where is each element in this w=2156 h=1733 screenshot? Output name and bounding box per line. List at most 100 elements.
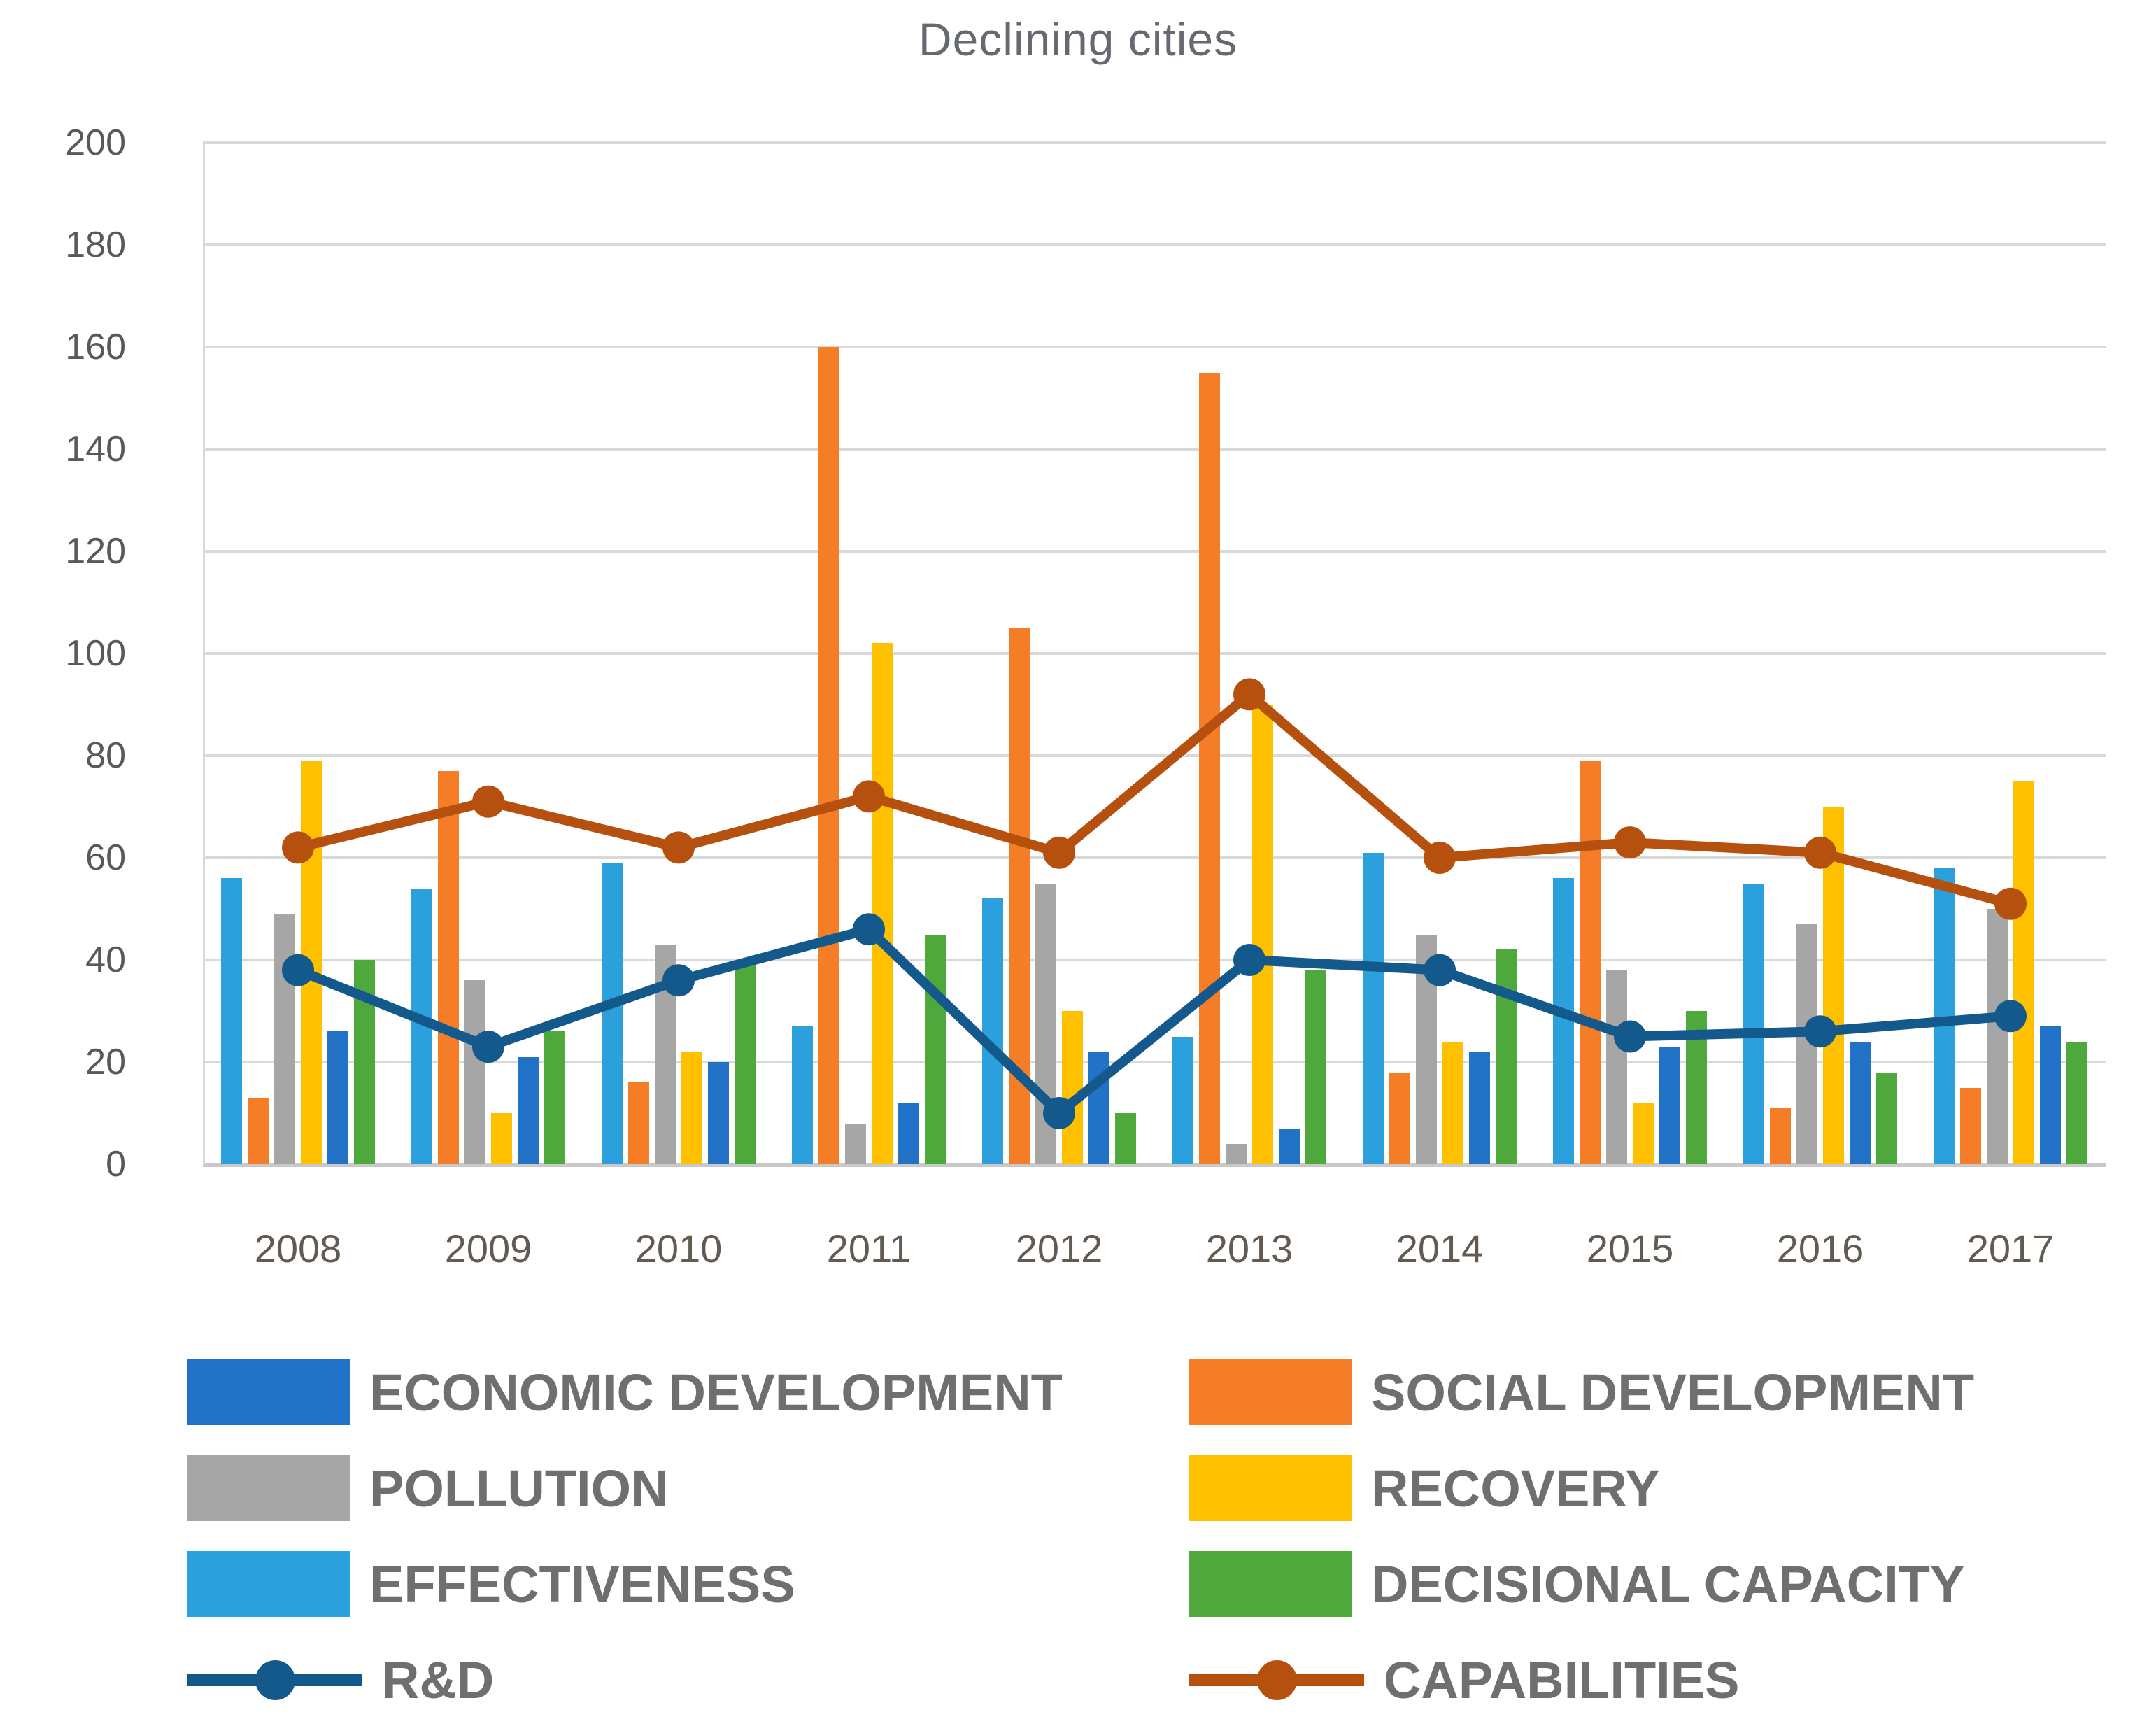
bar-economic-development-2017 [2040, 1026, 2061, 1164]
chart-title: Declining cities [918, 13, 1238, 65]
y-tick-label: 140 [65, 429, 126, 469]
y-tick-label: 160 [65, 327, 126, 367]
legend-label: DECISIONAL CAPACITY [1371, 1555, 1965, 1613]
legend-swatch-icon [1189, 1551, 1352, 1617]
legend-label: EFFECTIVENESS [369, 1555, 795, 1613]
bar-social-development-2013 [1199, 372, 1220, 1164]
bar-effectiveness-2016 [1743, 883, 1764, 1164]
legend-dot-icon [255, 1660, 295, 1700]
bar-recovery-2010 [681, 1052, 702, 1164]
legend-label: CAPABILITIES [1384, 1650, 1740, 1709]
bar-pollution-2009 [464, 980, 485, 1164]
bar-economic-development-2009 [518, 1056, 539, 1164]
y-tick-label: 40 [85, 940, 126, 980]
bar-social-development-2014 [1389, 1072, 1410, 1164]
bar-pollution-2008 [274, 914, 295, 1164]
bar-recovery-2008 [301, 761, 322, 1164]
bar-economic-development-2011 [898, 1103, 919, 1164]
legend-label: ECONOMIC DEVELOPMENT [369, 1363, 1063, 1422]
x-tick-label: 2014 [1396, 1226, 1484, 1271]
line-marker [1043, 836, 1075, 869]
legend-swatch-icon [187, 1551, 350, 1617]
bar-decisional-capacity-2016 [1876, 1072, 1897, 1164]
y-tick-label: 180 [65, 225, 126, 265]
bar-effectiveness-2008 [221, 878, 242, 1164]
y-tick-label: 0 [106, 1144, 126, 1184]
bar-social-development-2012 [1009, 628, 1030, 1164]
legend-item-capabilities: CAPABILITIES [1189, 1641, 1739, 1718]
bar-recovery-2009 [491, 1113, 512, 1164]
gridline [203, 243, 2106, 246]
gridline [203, 141, 2106, 144]
bar-economic-development-2015 [1659, 1047, 1680, 1164]
y-tick-label: 60 [85, 837, 126, 878]
x-tick-label: 2015 [1586, 1226, 1674, 1271]
y-tick-label: 20 [85, 1042, 126, 1082]
bar-decisional-capacity-2012 [1115, 1113, 1136, 1164]
bar-effectiveness-2011 [792, 1026, 813, 1164]
bar-economic-development-2013 [1279, 1128, 1300, 1164]
legend-label: POLLUTION [369, 1459, 669, 1518]
bar-pollution-2013 [1226, 1143, 1247, 1164]
bar-decisional-capacity-2010 [735, 965, 756, 1164]
bar-social-development-2008 [248, 1098, 269, 1164]
bar-effectiveness-2015 [1553, 878, 1574, 1164]
gridline [203, 346, 2106, 348]
x-tick-label: 2011 [826, 1226, 912, 1271]
bar-decisional-capacity-2017 [2066, 1041, 2087, 1164]
bar-recovery-2012 [1062, 1011, 1083, 1164]
legend-item-economic-development: ECONOMIC DEVELOPMENT [187, 1354, 1063, 1431]
legend-dot-icon [1257, 1660, 1297, 1700]
gridline [203, 1061, 2106, 1063]
bar-effectiveness-2012 [982, 898, 1003, 1164]
bar-decisional-capacity-2011 [925, 934, 946, 1164]
gridline [203, 959, 2106, 961]
legend-label: RECOVERY [1371, 1459, 1660, 1518]
bar-pollution-2012 [1035, 883, 1056, 1164]
y-tick-label: 100 [65, 633, 126, 674]
legend-item-social-development: SOCIAL DEVELOPMENT [1189, 1354, 1974, 1431]
bar-decisional-capacity-2008 [354, 960, 375, 1164]
line-marker [472, 785, 504, 818]
bar-recovery-2014 [1442, 1041, 1463, 1164]
bar-pollution-2014 [1416, 934, 1437, 1164]
x-tick-label: 2017 [1966, 1226, 2055, 1271]
bar-effectiveness-2014 [1363, 852, 1384, 1164]
bar-decisional-capacity-2009 [544, 1031, 565, 1164]
bar-economic-development-2010 [708, 1062, 729, 1164]
legend-item-decisional-capacity: DECISIONAL CAPACITY [1189, 1545, 1964, 1622]
y-tick-label: 80 [85, 735, 126, 776]
y-tick-label: 120 [65, 531, 126, 572]
bar-decisional-capacity-2015 [1686, 1011, 1707, 1164]
legend-label: R&D [382, 1650, 495, 1709]
x-tick-label: 2009 [444, 1226, 532, 1271]
legend-swatch-icon [187, 1359, 350, 1425]
line-marker [1614, 826, 1646, 859]
bar-economic-development-2012 [1088, 1052, 1109, 1164]
legend-swatch-icon [187, 1455, 350, 1521]
legend-line-marker-icon [1189, 1647, 1364, 1713]
bar-social-development-2011 [818, 347, 839, 1164]
bar-social-development-2017 [1960, 1087, 1981, 1164]
gridline [203, 754, 2106, 757]
y-tick-label: 200 [65, 122, 126, 163]
legend-label: SOCIAL DEVELOPMENT [1371, 1363, 1975, 1422]
bar-pollution-2017 [1987, 909, 2008, 1164]
bar-decisional-capacity-2014 [1496, 949, 1517, 1164]
bar-pollution-2015 [1606, 970, 1627, 1164]
bar-effectiveness-2013 [1172, 1036, 1193, 1164]
bar-decisional-capacity-2013 [1305, 970, 1326, 1164]
bar-economic-development-2014 [1469, 1052, 1490, 1164]
bar-recovery-2016 [1823, 807, 1844, 1164]
x-tick-label: 2010 [634, 1226, 723, 1271]
gridline [203, 652, 2106, 655]
legend-item-recovery: RECOVERY [1189, 1450, 1660, 1527]
legend-swatch-icon [1189, 1455, 1352, 1521]
x-tick-label: 2012 [1015, 1226, 1103, 1271]
bar-pollution-2011 [845, 1123, 866, 1164]
bar-social-development-2009 [438, 770, 459, 1164]
bar-recovery-2013 [1252, 705, 1273, 1164]
bar-effectiveness-2009 [411, 888, 432, 1164]
bar-pollution-2010 [655, 945, 676, 1164]
